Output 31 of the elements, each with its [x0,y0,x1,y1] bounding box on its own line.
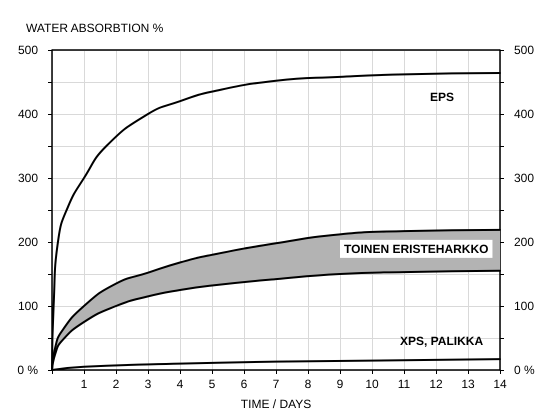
y2-tick-label: 200 [514,235,534,249]
y2-tick-label: 300 [514,171,534,185]
y2-tick-label: 0 % [514,363,536,377]
x-tick-label: 11 [398,377,411,391]
x-tick-label: 2 [112,377,120,391]
x-tick-label: 5 [208,377,216,391]
y-tick-label: 100 [18,299,38,313]
x-tick-label: 1 [80,377,88,391]
y-tick-label: 400 [18,107,38,121]
x-tick-label: 4 [176,377,184,391]
x-tick-label: 8 [304,377,312,391]
x-tick-label: 13 [461,377,475,391]
series-label: TOINEN ERISTEHARKKO [344,242,488,256]
series-label: XPS, PALIKKA [400,334,484,348]
y2-tick-label: 400 [514,107,534,121]
x-tick-label: 10 [365,377,379,391]
x-axis-title: TIME / DAYS [240,397,312,411]
y2-tick-label: 100 [514,299,534,313]
x-tick-label: 7 [272,377,280,391]
y-tick-label: 500 [18,43,38,57]
y2-tick-label: 500 [514,43,534,57]
x-tick-label: 14 [493,377,507,391]
x-tick-label: 6 [240,377,248,391]
y-axis-title: WATER ABSORBTION % [26,21,164,35]
series-label: EPS [430,90,454,104]
x-tick-label: 3 [144,377,152,391]
y-tick-label: 0 % [17,363,38,377]
y-tick-label: 200 [18,235,38,249]
x-tick-label: 12 [429,377,443,391]
x-tick-label: 9 [336,377,344,391]
y-tick-label: 300 [18,171,38,185]
